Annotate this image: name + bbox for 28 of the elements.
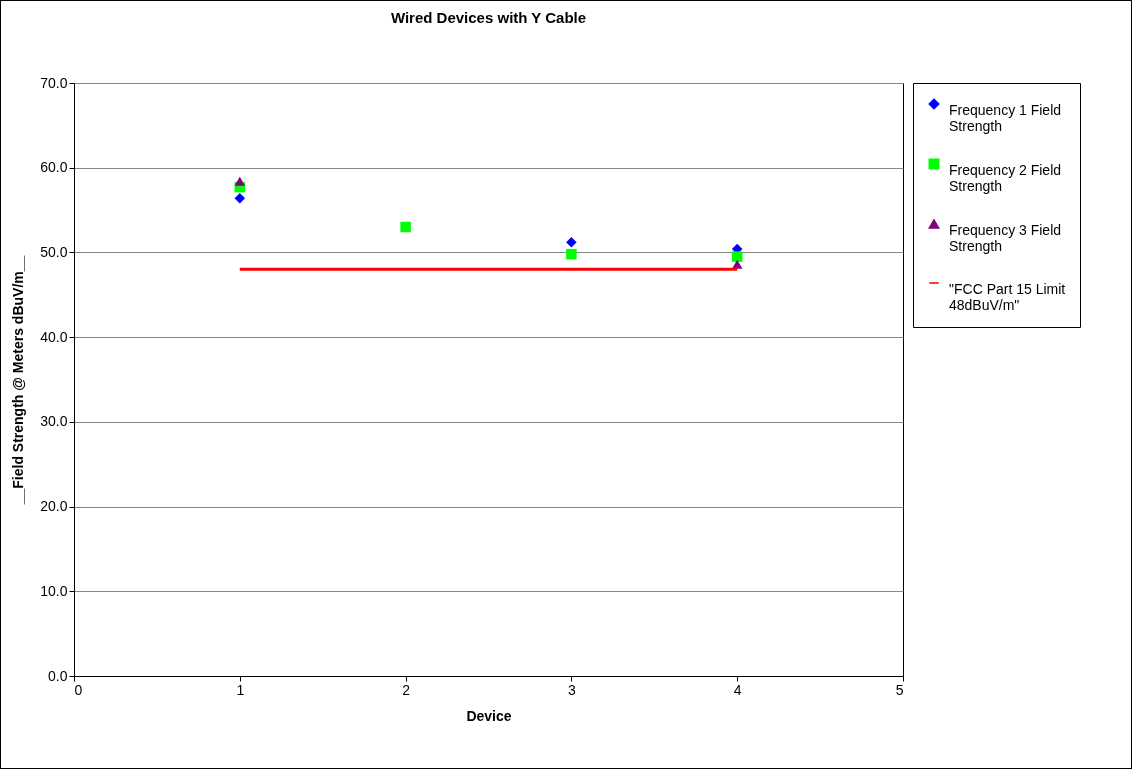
point xyxy=(731,259,743,269)
y-tick-label: 70.0 xyxy=(40,74,68,91)
y-tick-label: 0.0 xyxy=(48,667,68,684)
y-axis-title: __Field Strength @ Meters dBuV/m__ xyxy=(10,255,27,506)
y-tick-label: 10.0 xyxy=(40,582,68,599)
chart-title: Wired Devices with Y Cable xyxy=(390,9,587,26)
y-tick-label: 60.0 xyxy=(40,159,68,176)
point xyxy=(234,192,246,204)
legend-label: Frequency 2 Field Strength xyxy=(949,162,1062,194)
x-tick-label: 2 xyxy=(402,681,411,698)
point xyxy=(400,221,411,233)
legend-label: Frequency 3 Field Strength xyxy=(949,222,1062,254)
x-tick-label: 1 xyxy=(236,681,245,698)
x-tick-label: 0 xyxy=(74,681,83,698)
x-tick-label: 3 xyxy=(568,681,576,698)
y-tick-label: 20.0 xyxy=(40,498,68,515)
x-tick-label: 5 xyxy=(895,681,904,698)
y-tick-label: 50.0 xyxy=(40,243,68,260)
point xyxy=(566,248,577,260)
point xyxy=(566,237,577,248)
legend-label: Frequency 1 Field Strength xyxy=(949,102,1062,134)
y-tick-label: 40.0 xyxy=(40,328,68,345)
point xyxy=(234,176,246,186)
x-tick-label: 4 xyxy=(733,681,742,698)
point xyxy=(731,251,743,262)
x-axis-title: Device xyxy=(466,707,512,724)
y-tick-label: 30.0 xyxy=(40,413,68,430)
legend-label: "FCC Part 15 Limit 48dBuV/m" xyxy=(949,281,1066,313)
